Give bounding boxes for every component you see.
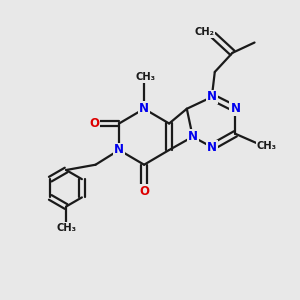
Text: O: O	[139, 185, 149, 198]
Text: O: O	[89, 117, 99, 130]
Text: CH₂: CH₂	[194, 27, 214, 37]
Text: N: N	[114, 143, 124, 157]
Text: CH₃: CH₃	[256, 141, 276, 151]
Text: N: N	[139, 102, 149, 115]
Text: N: N	[230, 102, 240, 115]
Text: CH₃: CH₃	[56, 223, 76, 233]
Text: N: N	[207, 141, 217, 154]
Text: N: N	[207, 91, 217, 103]
Text: N: N	[188, 130, 198, 143]
Text: CH₃: CH₃	[136, 72, 156, 82]
